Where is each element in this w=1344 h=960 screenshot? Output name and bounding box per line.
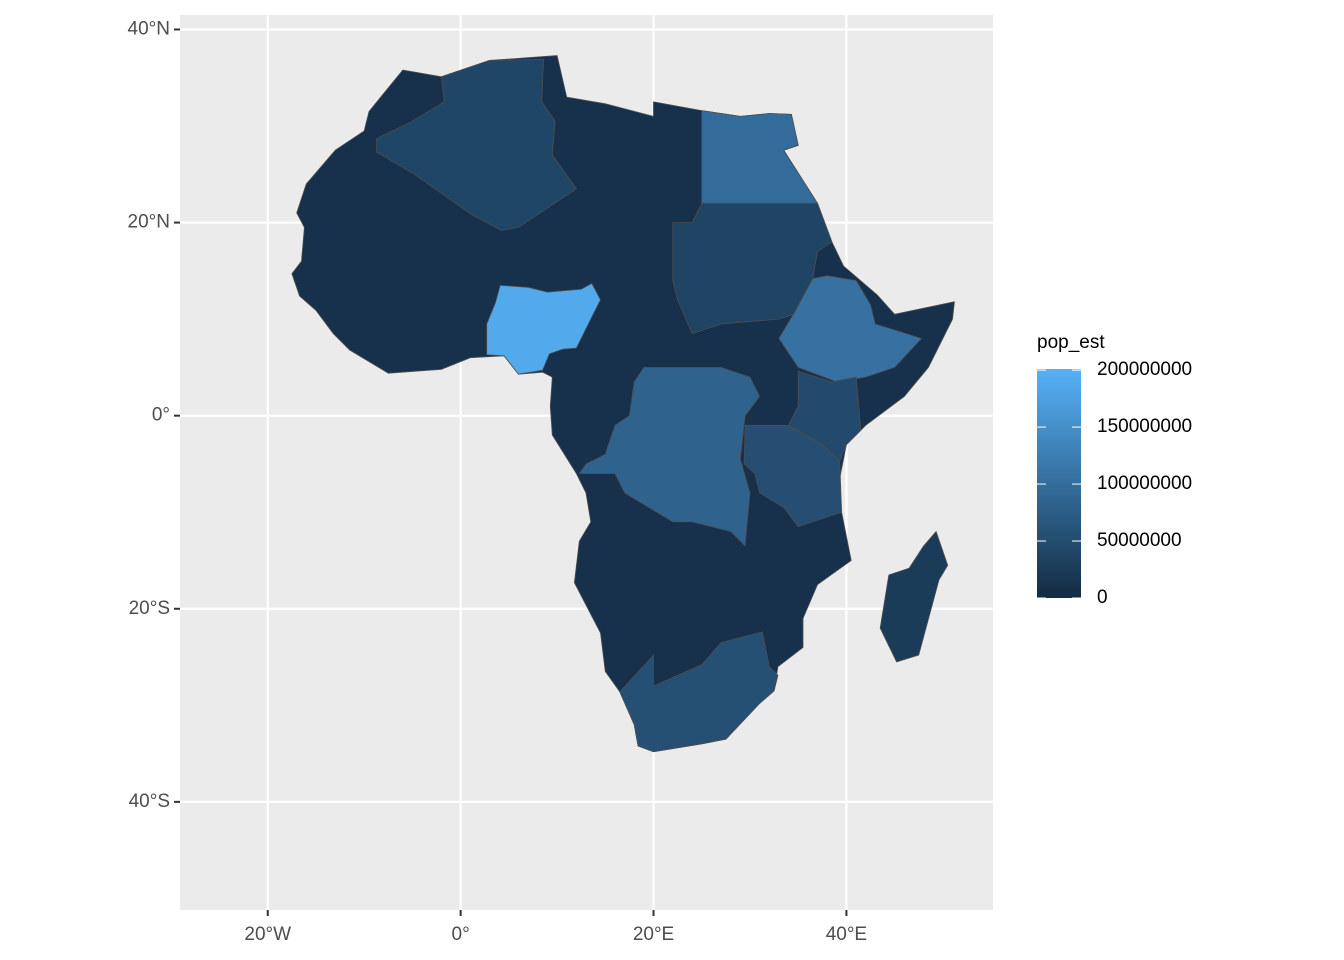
legend-title: pop_est	[1037, 332, 1105, 353]
legend-label: 200000000	[1097, 359, 1192, 380]
x-tick-label: 20°E	[633, 924, 674, 945]
legend-label: 150000000	[1097, 416, 1192, 437]
region	[578, 366, 761, 547]
region	[701, 110, 819, 204]
region	[787, 370, 862, 462]
region	[672, 202, 833, 335]
region	[486, 282, 601, 375]
region	[376, 58, 577, 231]
y-tick-label: 0°	[152, 405, 170, 426]
colorbar	[1037, 369, 1081, 598]
y-tick-label: 20°S	[129, 598, 170, 619]
x-tick-label: 20°W	[244, 924, 291, 945]
x-tick-label: 0°	[452, 924, 470, 945]
region	[879, 530, 949, 663]
legend-label: 50000000	[1097, 530, 1182, 551]
legend-label: 100000000	[1097, 473, 1192, 494]
legend-label: 0	[1097, 587, 1108, 608]
y-tick-label: 40°S	[129, 791, 170, 812]
region	[619, 631, 779, 753]
x-tick-label: 40°E	[826, 924, 867, 945]
y-tick-label: 40°N	[128, 18, 170, 39]
y-tick-label: 20°N	[128, 212, 170, 233]
